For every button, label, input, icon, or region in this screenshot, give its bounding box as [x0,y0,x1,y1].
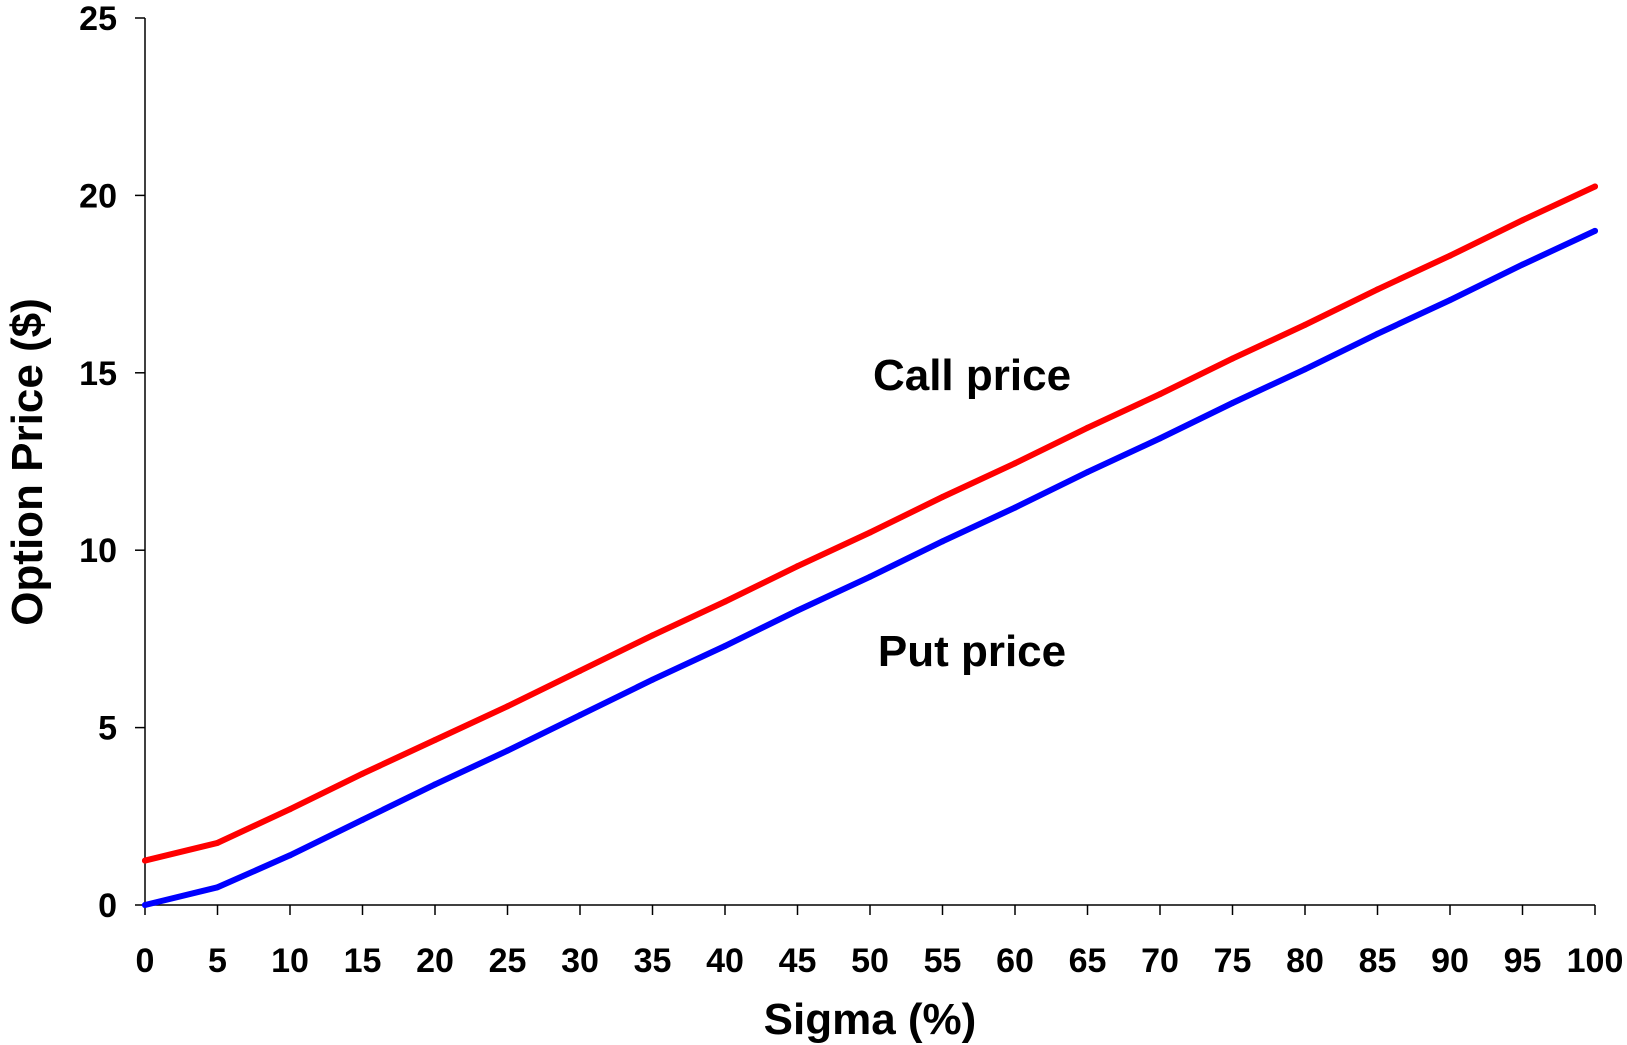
call-price-point [287,806,293,812]
put-price-annotation: Put price [878,627,1066,676]
call-price-point [1085,425,1091,431]
put-price-point [1085,469,1091,475]
y-tick-label: 10 [79,532,117,570]
call-price-point [1230,356,1236,362]
x-tick-label: 60 [996,942,1034,980]
x-tick-label: 20 [416,942,454,980]
y-axis-title: Option Price ($) [3,298,52,626]
y-tick-label: 25 [79,0,117,38]
x-tick-label: 50 [851,942,889,980]
x-tick-label: 65 [1069,942,1107,980]
put-price-point [1447,297,1453,303]
call-price-point [432,737,438,743]
put-price-point [432,781,438,787]
x-tick-label: 5 [208,942,227,980]
y-tick-label: 15 [79,355,117,393]
call-price-point [650,632,656,638]
series-lines [142,184,1598,908]
put-price-point [1592,228,1598,234]
put-price-point [1230,400,1236,406]
put-price-point [142,902,148,908]
put-price-point [1157,435,1163,441]
x-tick-label: 15 [344,942,382,980]
x-tick-label: 35 [634,942,672,980]
call-price-point [142,858,148,864]
put-price-point [215,884,221,890]
call-price-point [505,703,511,709]
x-tick-label: 80 [1286,942,1324,980]
put-price-point [1302,366,1308,372]
x-tick-label: 25 [489,942,527,980]
x-axis-title: Sigma (%) [764,995,977,1044]
call-price-point [722,599,728,605]
x-tick-label: 90 [1431,942,1469,980]
x-tick-label: 75 [1214,942,1252,980]
put-price-point [505,748,511,754]
call-price-point [1592,184,1598,190]
put-price-point [577,712,583,718]
call-price-point [215,840,221,846]
put-price-point [650,677,656,683]
call-price-point [1012,460,1018,466]
x-tick-label: 0 [136,942,155,980]
x-tick-label: 30 [561,942,599,980]
x-tick-label: 10 [271,942,309,980]
put-price-point [1520,262,1526,268]
x-tick-label: 70 [1141,942,1179,980]
call-price-point [577,668,583,674]
x-ticks: 0 5 10 15 20 25 30 35 40 45 50 55 60 65 70 75 80 85 90 95 10… [136,905,1624,980]
y-tick-label: 0 [98,887,117,925]
put-price-point [287,852,293,858]
put-price-point [1375,331,1381,337]
call-price-point [1302,322,1308,328]
x-tick-label: 95 [1504,942,1542,980]
put-price-point [1012,505,1018,511]
y-tick-label: 20 [79,177,117,215]
call-price-point [795,563,801,569]
put-price-point [940,538,946,544]
put-price-point [360,817,366,823]
x-tick-label: 45 [779,942,817,980]
call-price-point [1447,253,1453,259]
x-tick-label: 85 [1359,942,1397,980]
x-tick-label: 100 [1567,942,1624,980]
put-price-point [722,643,728,649]
call-price-point [360,771,366,777]
call-price-annotation: Call price [873,351,1071,400]
put-price-point [795,608,801,614]
y-tick-label: 5 [98,710,117,748]
call-price-point [1375,286,1381,292]
call-price-point [1157,391,1163,397]
call-price-point [867,529,873,535]
y-ticks: 0 5 10 15 20 25 [79,0,145,925]
call-price-point [1520,217,1526,223]
x-tick-label: 55 [924,942,962,980]
put-price-point [867,574,873,580]
call-price-point [940,494,946,500]
x-tick-label: 40 [706,942,744,980]
